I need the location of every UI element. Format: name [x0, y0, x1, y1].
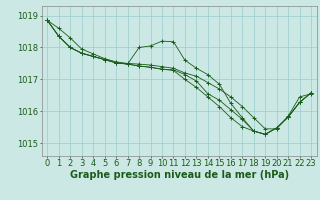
X-axis label: Graphe pression niveau de la mer (hPa): Graphe pression niveau de la mer (hPa) [70, 170, 289, 180]
